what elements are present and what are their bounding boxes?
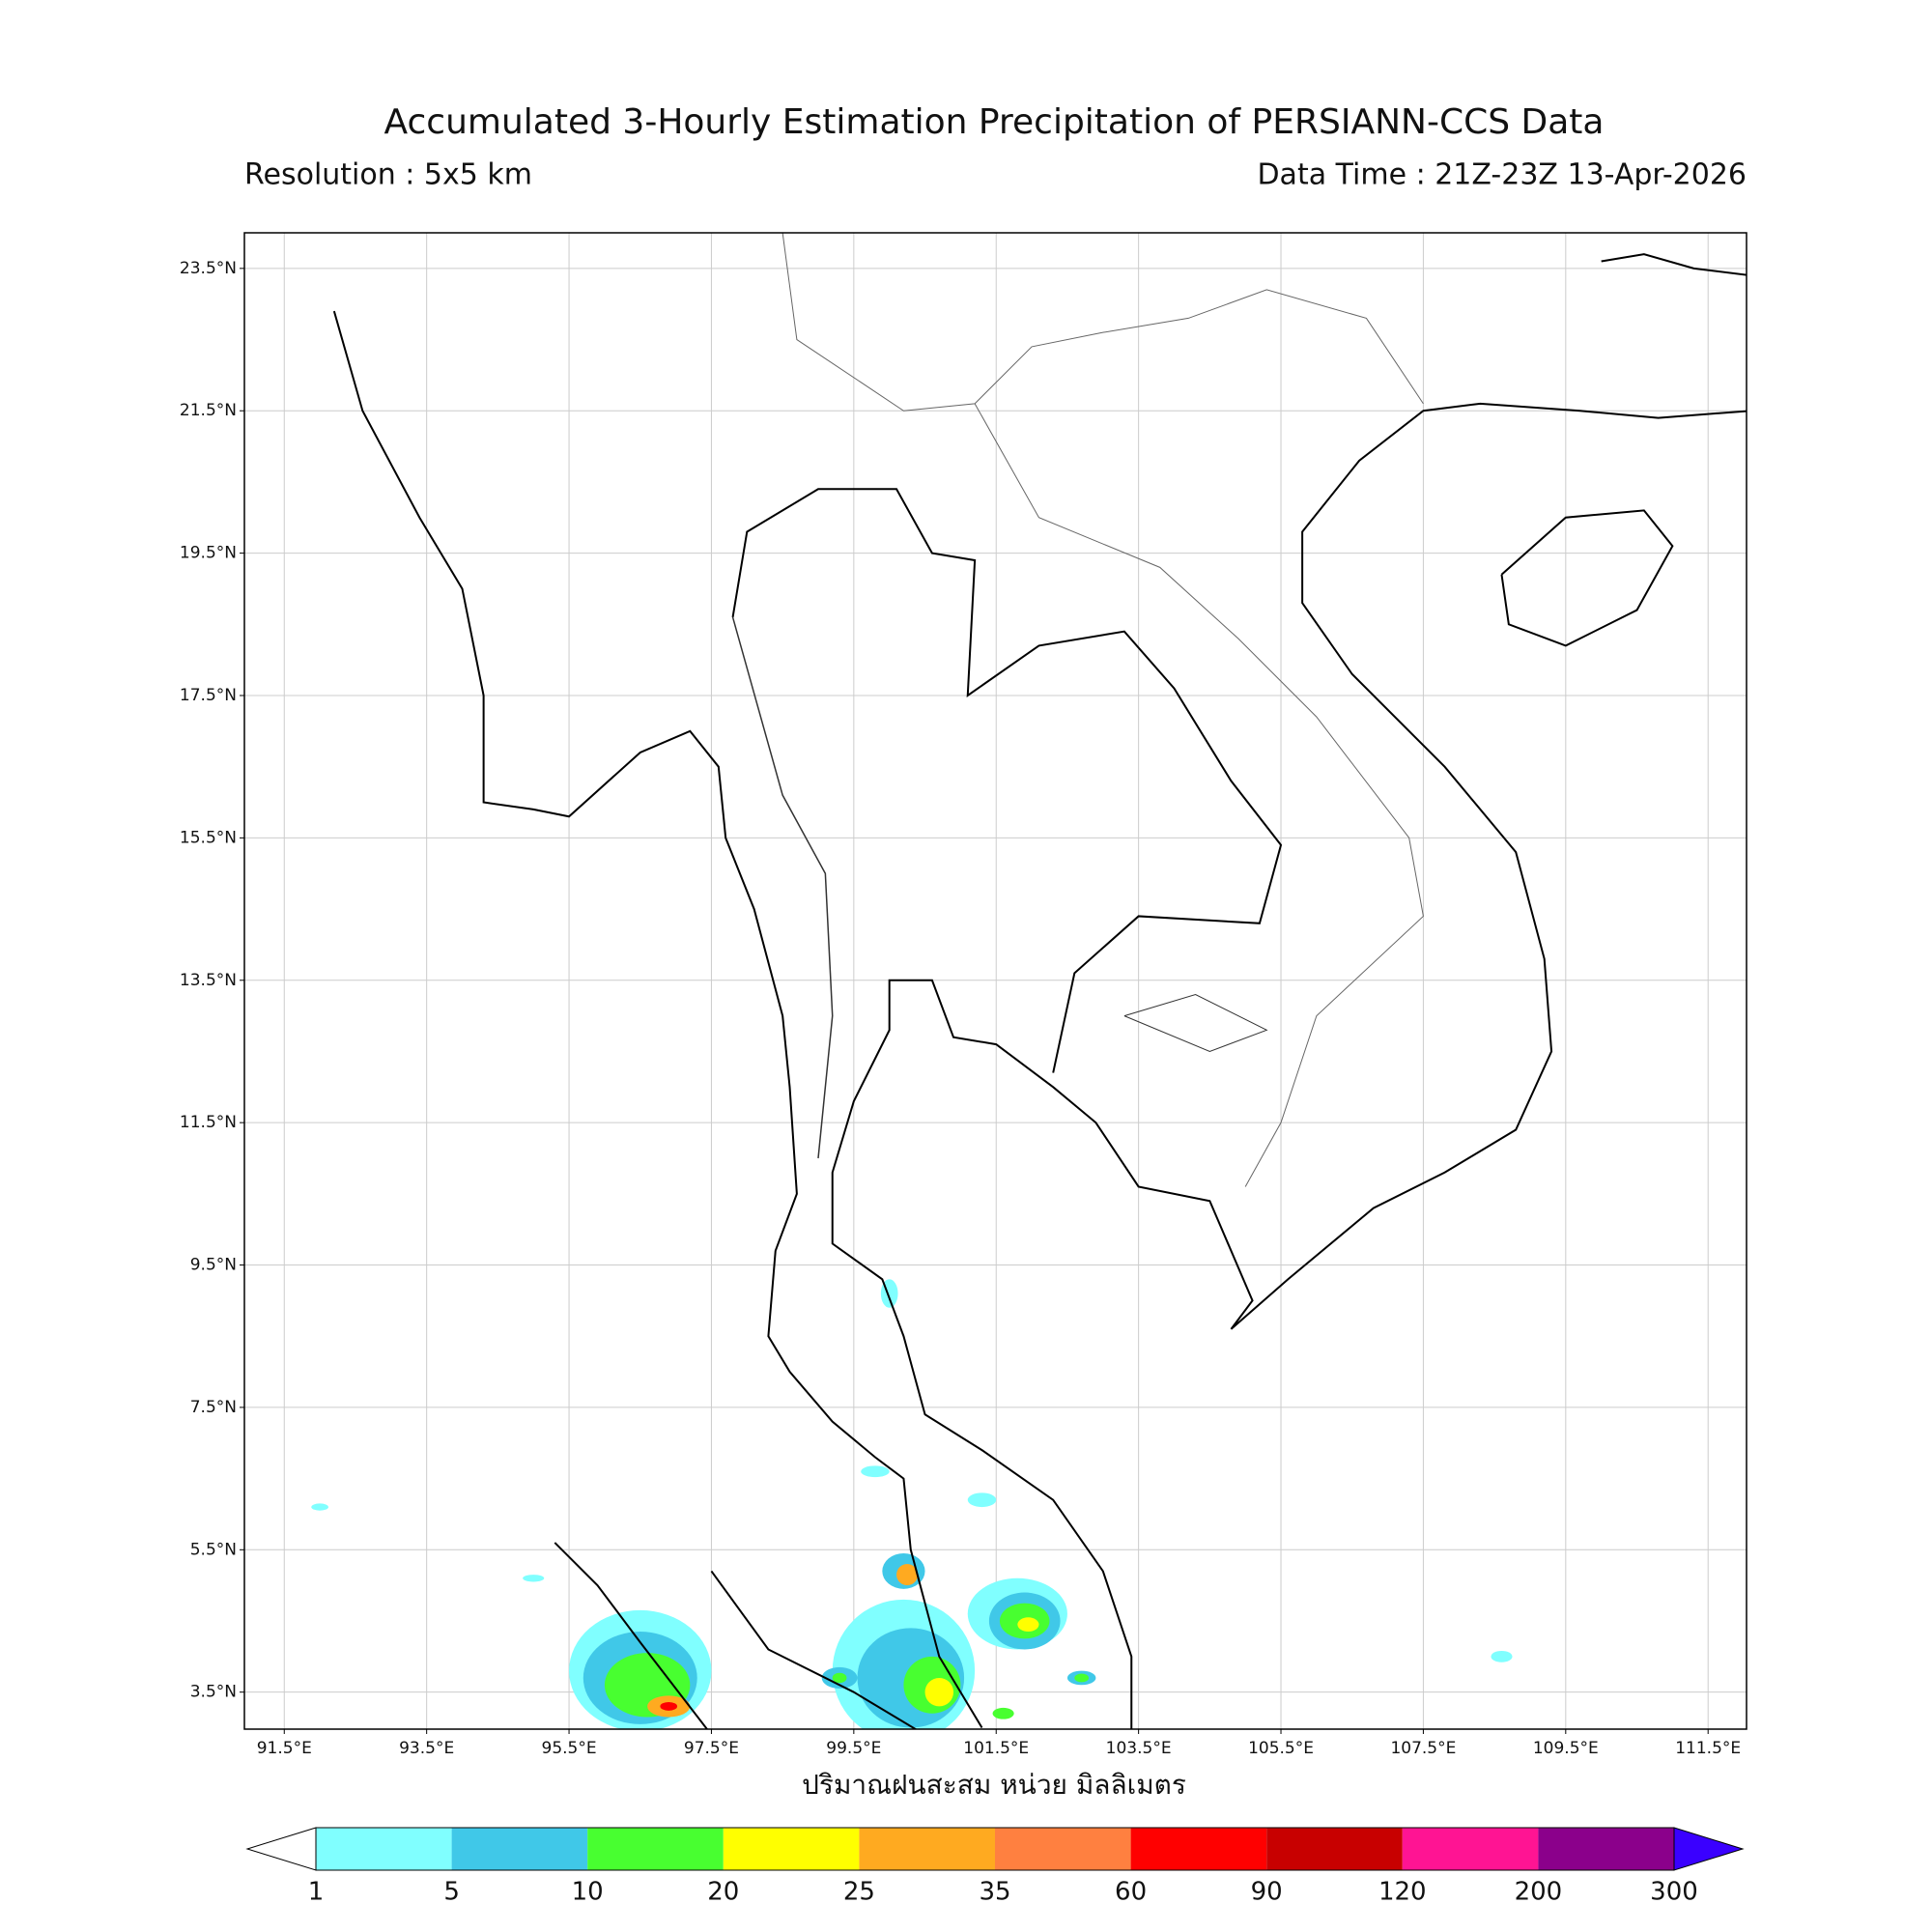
coastline bbox=[554, 1542, 709, 1729]
lat-tick-label: 23.5°N bbox=[180, 259, 237, 278]
rain-area bbox=[832, 1672, 847, 1684]
lon-tick-label: 109.5°E bbox=[1533, 1739, 1599, 1758]
colorbar-box bbox=[1130, 1828, 1267, 1870]
rain-area bbox=[924, 1677, 954, 1707]
lon-tick-label: 101.5°E bbox=[963, 1739, 1029, 1758]
colorbar-box bbox=[859, 1828, 995, 1870]
colorbar-box bbox=[1402, 1828, 1539, 1870]
colorbar-label: 300 bbox=[1650, 1878, 1698, 1907]
lon-tick-label: 93.5°E bbox=[399, 1739, 454, 1758]
colorbar-label: 120 bbox=[1378, 1878, 1427, 1907]
coastline bbox=[710, 1570, 918, 1729]
lon-tick-label: 91.5°E bbox=[257, 1739, 312, 1758]
x-label: ปริมาณฝนสะสม หน่วย มิลลิเมตร bbox=[802, 1769, 1186, 1801]
colorbar-label: 25 bbox=[843, 1878, 875, 1907]
lon-tick-label: 97.5°E bbox=[684, 1739, 739, 1758]
coastline bbox=[831, 402, 1747, 1729]
lat-tick-label: 11.5°N bbox=[180, 1113, 237, 1132]
colorbar-label: 5 bbox=[443, 1878, 460, 1907]
colorbar-box bbox=[995, 1828, 1131, 1870]
lon-tick-label: 111.5°E bbox=[1675, 1739, 1741, 1758]
rain-area bbox=[1491, 1650, 1513, 1662]
colorbar-box bbox=[1538, 1828, 1674, 1870]
lon-tick-label: 107.5°E bbox=[1390, 1739, 1456, 1758]
rain-area bbox=[861, 1465, 890, 1478]
colorbar-box bbox=[451, 1828, 588, 1870]
lake bbox=[1123, 993, 1268, 1052]
lat-tick-label: 9.5°N bbox=[190, 1256, 237, 1275]
colorbar-label: 35 bbox=[979, 1878, 1010, 1907]
map-layer bbox=[244, 233, 1747, 1729]
colorbar-box bbox=[587, 1828, 724, 1870]
rain-area bbox=[896, 1564, 919, 1586]
data-time: Data Time : 21Z-23Z 13-Apr-2026 bbox=[1257, 158, 1747, 192]
colorbar-label: 10 bbox=[572, 1878, 604, 1907]
rain-area bbox=[660, 1701, 678, 1711]
lat-tick-label: 13.5°N bbox=[180, 971, 237, 990]
lat-tick-label: 15.5°N bbox=[180, 828, 237, 847]
title: Accumulated 3-Hourly Estimation Precipit… bbox=[384, 102, 1605, 142]
rain-area bbox=[992, 1707, 1014, 1719]
lat-tick-label: 17.5°N bbox=[180, 686, 237, 705]
colorbar-label: 200 bbox=[1515, 1878, 1563, 1907]
lon-tick-label: 95.5°E bbox=[542, 1739, 597, 1758]
lat-tick-label: 5.5°N bbox=[190, 1540, 237, 1559]
rain-area bbox=[967, 1492, 997, 1508]
colorbar-frame bbox=[315, 1827, 1675, 1871]
lat-tick-label: 3.5°N bbox=[190, 1683, 237, 1702]
rain-area bbox=[1017, 1617, 1039, 1633]
map: 23.5°N 21.5°N 19.5°N 17.5°N 15.5°N 13.5°N 11.5… bbox=[180, 233, 1747, 1758]
border bbox=[781, 233, 1424, 412]
colorbar-label: 1 bbox=[308, 1878, 325, 1907]
lat-tick-label: 21.5°N bbox=[180, 401, 237, 420]
border bbox=[731, 616, 834, 1159]
colorbar-label: 90 bbox=[1251, 1878, 1283, 1907]
lat-tick-label: 7.5°N bbox=[190, 1398, 237, 1417]
border bbox=[731, 488, 1283, 1073]
coastline bbox=[1500, 509, 1674, 647]
rain-area bbox=[523, 1575, 545, 1582]
map-frame bbox=[243, 232, 1747, 1730]
border bbox=[974, 403, 1424, 1187]
lon-tick-label: 103.5°E bbox=[1106, 1739, 1172, 1758]
resolution: Resolution : 5x5 km bbox=[244, 158, 532, 192]
colorbar: 1 5 10 20 25 35 60 90 120 200 300 bbox=[245, 1827, 1745, 1907]
colorbar-label: 60 bbox=[1115, 1878, 1147, 1907]
colorbar-box bbox=[1266, 1828, 1403, 1870]
rain-area bbox=[311, 1503, 328, 1511]
lon-tick-label: 99.5°E bbox=[826, 1739, 881, 1758]
lat-tick-label: 19.5°N bbox=[180, 544, 237, 563]
lon-tick-label: 105.5°E bbox=[1248, 1739, 1314, 1758]
rain-area bbox=[1074, 1673, 1090, 1683]
coastline bbox=[332, 310, 983, 1729]
colorbar-box bbox=[723, 1828, 860, 1870]
colorbar-box bbox=[316, 1828, 452, 1870]
coastline bbox=[1601, 253, 1747, 276]
colorbar-label: 20 bbox=[707, 1878, 739, 1907]
